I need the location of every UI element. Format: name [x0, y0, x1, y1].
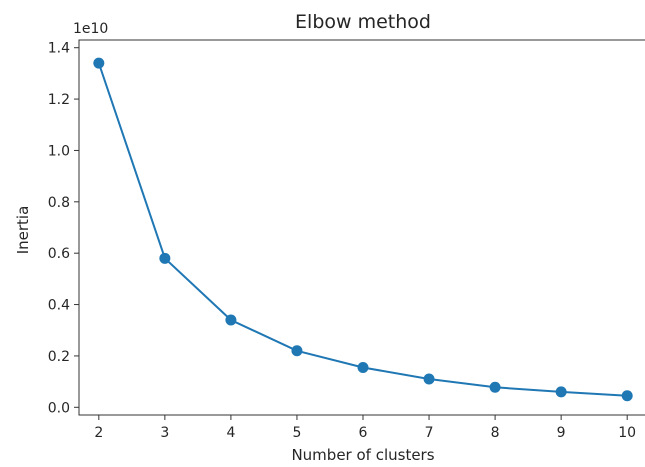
data-point — [423, 373, 435, 385]
tick-layer: 2 3 4 5 6 7 8 9 10 0.0 0.2 0.4 0.6 0.8 1.0 1.2 1.4 — [48, 41, 636, 441]
data-point — [555, 386, 567, 398]
y-tick-label: 1.2 — [48, 92, 70, 108]
y-tick-label: 0.6 — [48, 246, 70, 262]
y-offset-label: 1e10 — [73, 21, 108, 37]
x-tick-label: 10 — [618, 425, 636, 441]
y-tick-label: 0.8 — [48, 195, 70, 211]
y-tick-label: 0.2 — [48, 349, 70, 365]
series-layer — [93, 57, 633, 402]
x-tick-label: 9 — [557, 425, 566, 441]
x-tick-label: 6 — [359, 425, 368, 441]
x-tick-label: 5 — [292, 425, 301, 441]
y-axis-label: Inertia — [14, 206, 32, 255]
y-tick-label: 0.0 — [48, 400, 70, 416]
x-tick-label: 7 — [425, 425, 434, 441]
x-tick-label: 4 — [226, 425, 235, 441]
series-line — [97, 62, 628, 397]
x-tick-label: 8 — [491, 425, 500, 441]
x-axis-label: Number of clusters — [291, 446, 434, 464]
y-tick-label: 1.0 — [48, 143, 70, 159]
data-point — [357, 361, 369, 373]
plot-frame — [78, 39, 645, 416]
chart-title: Elbow method — [295, 11, 431, 33]
x-tick-label: 3 — [160, 425, 169, 441]
y-tick-label: 0.4 — [48, 298, 70, 314]
data-point — [93, 57, 105, 69]
data-point — [291, 345, 303, 357]
data-point — [621, 390, 633, 402]
data-point — [159, 252, 171, 264]
x-tick-label: 2 — [94, 425, 103, 441]
y-tick-label: 1.4 — [48, 41, 70, 57]
data-point — [489, 381, 501, 393]
data-point — [225, 314, 237, 326]
